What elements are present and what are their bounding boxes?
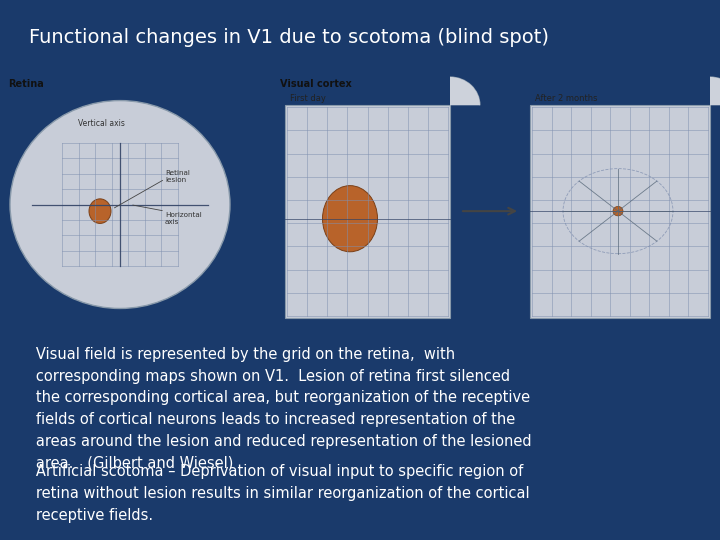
- Ellipse shape: [323, 186, 377, 252]
- Wedge shape: [710, 77, 720, 105]
- Text: Retinal
lesion: Retinal lesion: [165, 170, 190, 183]
- Text: Retina: Retina: [8, 79, 44, 89]
- Bar: [285, 105, 450, 318]
- Text: Artificial scotoma – Deprivation of visual input to specific region of
   retina: Artificial scotoma – Deprivation of visu…: [22, 464, 529, 523]
- Text: After 2 months: After 2 months: [535, 94, 598, 103]
- Circle shape: [10, 100, 230, 308]
- Bar: [530, 105, 710, 318]
- Text: Vertical axis: Vertical axis: [78, 119, 125, 128]
- Text: Horizontal
axis: Horizontal axis: [165, 212, 202, 225]
- Text: Visual field is represented by the grid on the retina,  with
   corresponding ma: Visual field is represented by the grid …: [22, 347, 531, 470]
- Text: Functional changes in V1 due to scotoma (blind spot): Functional changes in V1 due to scotoma …: [29, 28, 549, 46]
- Ellipse shape: [613, 206, 623, 216]
- Text: First day: First day: [290, 94, 326, 103]
- Text: Visual cortex: Visual cortex: [280, 79, 352, 89]
- Ellipse shape: [89, 199, 111, 224]
- Wedge shape: [450, 77, 480, 105]
